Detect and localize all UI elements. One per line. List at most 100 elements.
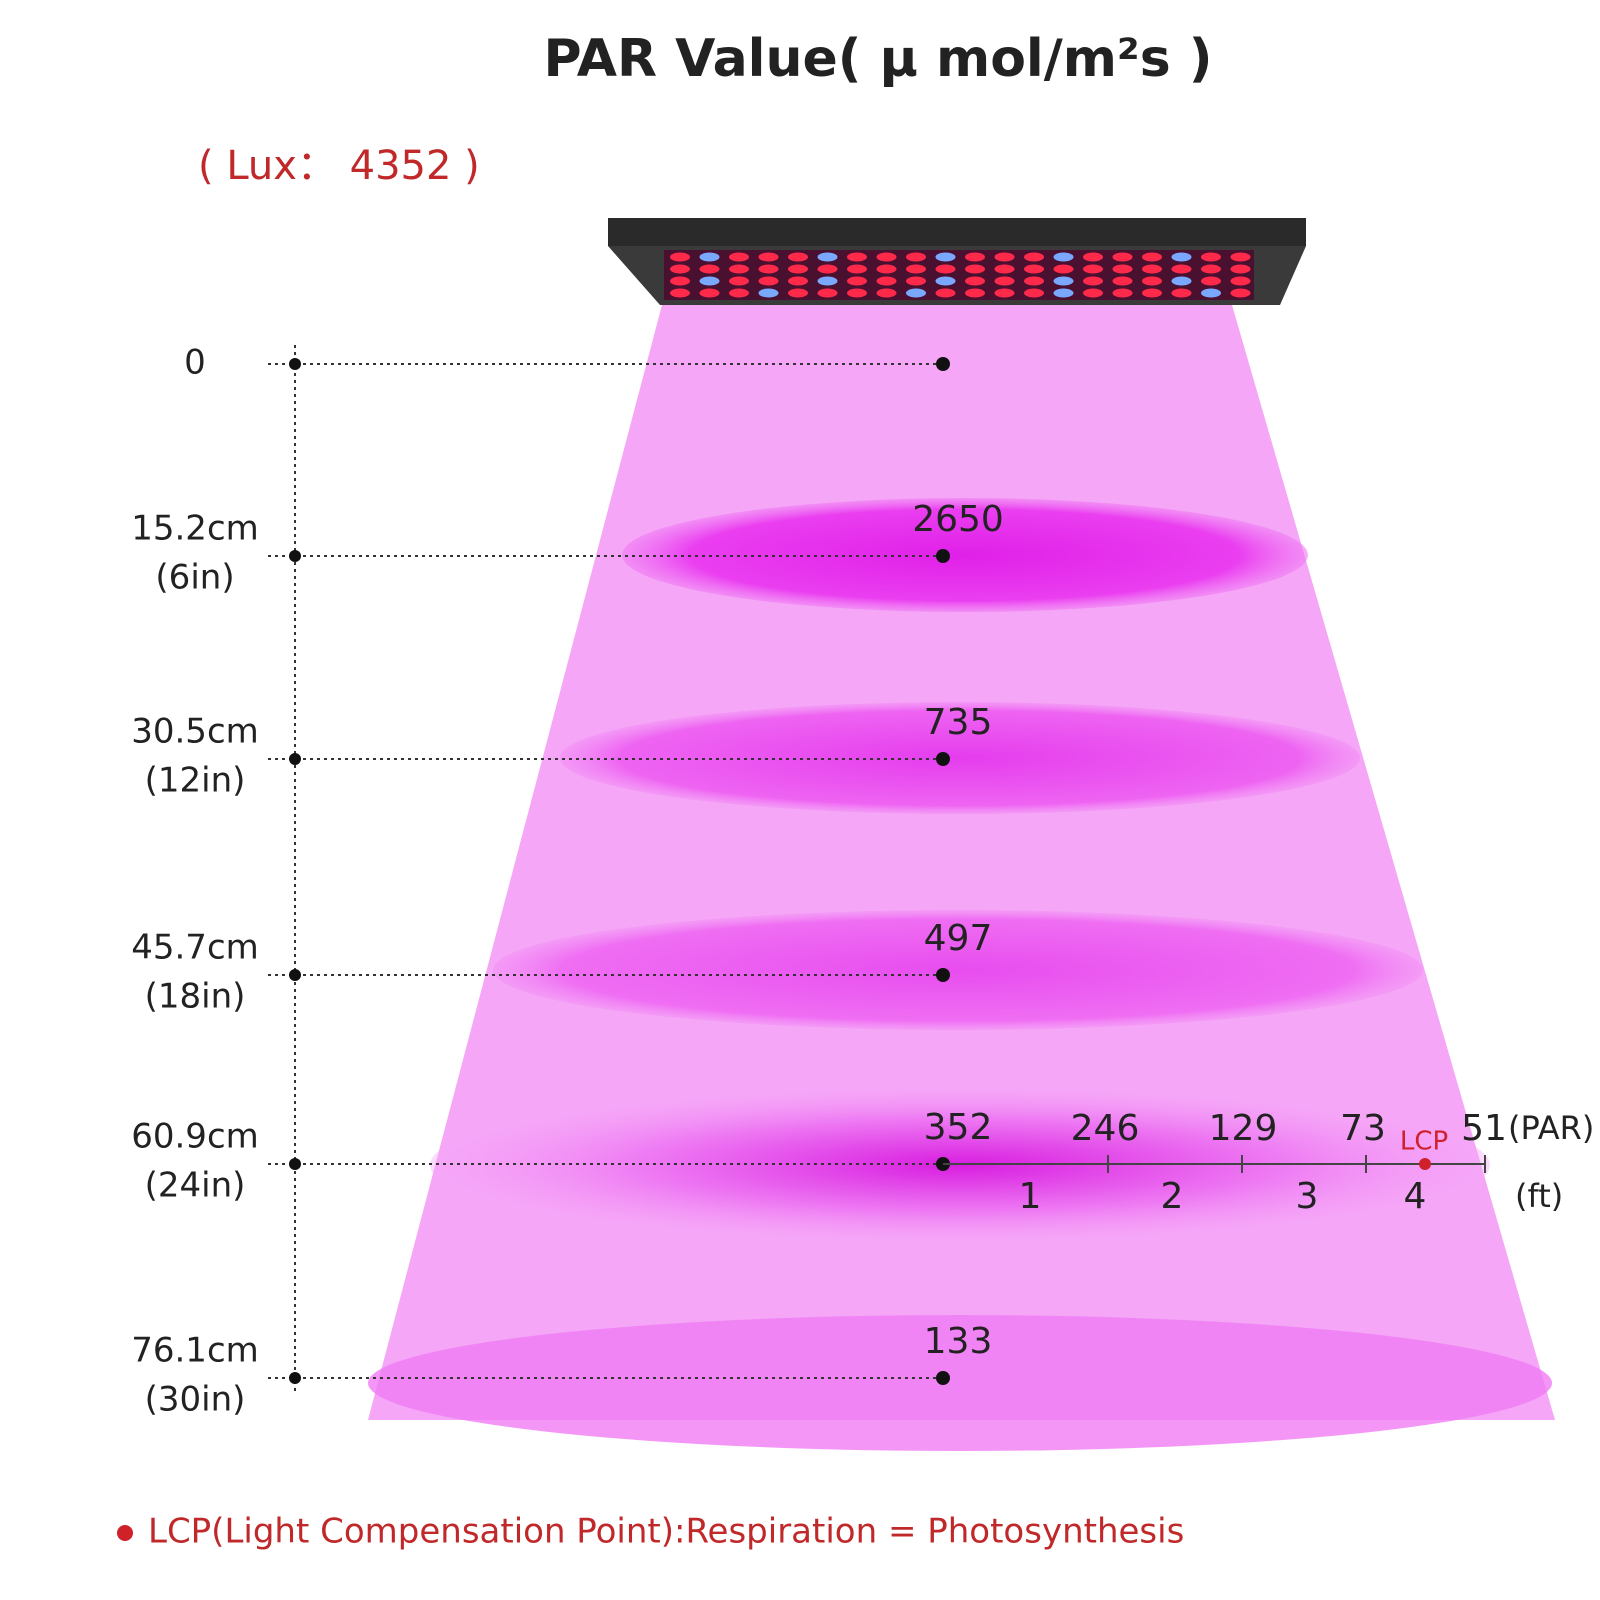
distance-cm: 45.7cm <box>131 928 259 968</box>
led <box>699 264 720 274</box>
led <box>1024 288 1044 298</box>
distance-cm: 30.5cm <box>131 712 259 752</box>
led <box>994 252 1015 262</box>
led <box>758 252 779 262</box>
led <box>965 288 985 298</box>
led-panel <box>664 250 1254 300</box>
distance-in: (6in) <box>155 558 234 598</box>
led <box>1201 264 1221 274</box>
light-zone <box>622 498 1308 612</box>
axis-dot <box>289 753 301 765</box>
led <box>876 276 897 286</box>
led <box>935 276 956 286</box>
led <box>1112 264 1133 274</box>
led <box>1024 264 1044 274</box>
led <box>1024 252 1044 262</box>
lcp-bullet <box>117 1525 133 1541</box>
lcp-dot <box>1419 1158 1431 1170</box>
spread-feet: 3 <box>1296 1176 1319 1217</box>
led <box>1053 252 1074 262</box>
led <box>817 264 838 274</box>
center-dot <box>936 752 950 766</box>
led <box>1201 276 1221 286</box>
par-value: 352 <box>924 1107 993 1148</box>
led <box>847 288 867 298</box>
led <box>994 276 1015 286</box>
center-dot <box>936 549 950 563</box>
feet-unit: (ft) <box>1515 1177 1563 1215</box>
led <box>1112 276 1133 286</box>
grow-lamp <box>608 218 1306 305</box>
par-unit: (PAR) <box>1508 1109 1594 1147</box>
led <box>1171 288 1192 298</box>
spread-feet: 4 <box>1404 1176 1427 1217</box>
par-value: 735 <box>924 702 993 743</box>
led <box>670 252 690 262</box>
led <box>670 276 690 286</box>
lux-label: ( Lux： 4352 ) <box>198 143 480 189</box>
led <box>758 264 779 274</box>
led <box>1083 276 1103 286</box>
led <box>906 264 926 274</box>
led <box>876 264 897 274</box>
led <box>729 252 749 262</box>
led <box>1053 264 1074 274</box>
light-zone <box>493 910 1423 1030</box>
led <box>965 252 985 262</box>
lamp-frame <box>608 218 1306 246</box>
led <box>788 288 808 298</box>
led <box>1112 288 1133 298</box>
distance-cm: 76.1cm <box>131 1331 259 1371</box>
axis-dot <box>289 550 301 562</box>
led <box>729 276 749 286</box>
light-zone <box>368 1315 1552 1451</box>
led <box>876 288 897 298</box>
led <box>1230 264 1251 274</box>
spread-par: 129 <box>1209 1108 1278 1149</box>
center-dot <box>936 968 950 982</box>
axis-dot <box>289 358 301 370</box>
led <box>1083 252 1103 262</box>
led <box>994 264 1015 274</box>
par-value: 2650 <box>912 499 1004 540</box>
led <box>670 264 690 274</box>
led <box>1053 288 1074 298</box>
led <box>847 276 867 286</box>
distance-cm: 60.9cm <box>131 1117 259 1157</box>
led <box>729 288 749 298</box>
led <box>817 252 838 262</box>
light-beam <box>368 305 1555 1420</box>
led <box>847 252 867 262</box>
distance-in: (18in) <box>145 977 246 1017</box>
led <box>1230 276 1251 286</box>
led <box>965 276 985 286</box>
led <box>906 288 926 298</box>
spread-feet: 2 <box>1161 1176 1184 1217</box>
par-value: 133 <box>924 1321 993 1362</box>
center-dot <box>936 1371 950 1385</box>
led <box>817 276 838 286</box>
led <box>729 264 749 274</box>
led <box>1171 252 1192 262</box>
spread-par: 246 <box>1071 1108 1140 1149</box>
distance-cm: 15.2cm <box>131 509 259 549</box>
led <box>847 264 867 274</box>
led <box>1171 276 1192 286</box>
led <box>1201 252 1221 262</box>
led <box>994 288 1015 298</box>
led <box>758 276 779 286</box>
led <box>817 288 838 298</box>
led <box>1201 288 1221 298</box>
lcp-label: LCP <box>1400 1127 1448 1157</box>
led <box>1112 252 1133 262</box>
light-zone <box>560 702 1360 814</box>
led <box>788 264 808 274</box>
led <box>1230 288 1251 298</box>
distance-cm: 0 <box>184 343 206 383</box>
led <box>1142 276 1162 286</box>
led <box>935 288 956 298</box>
distance-in: (12in) <box>145 761 246 801</box>
distance-in: (30in) <box>145 1380 246 1420</box>
axis-dot <box>289 1158 301 1170</box>
